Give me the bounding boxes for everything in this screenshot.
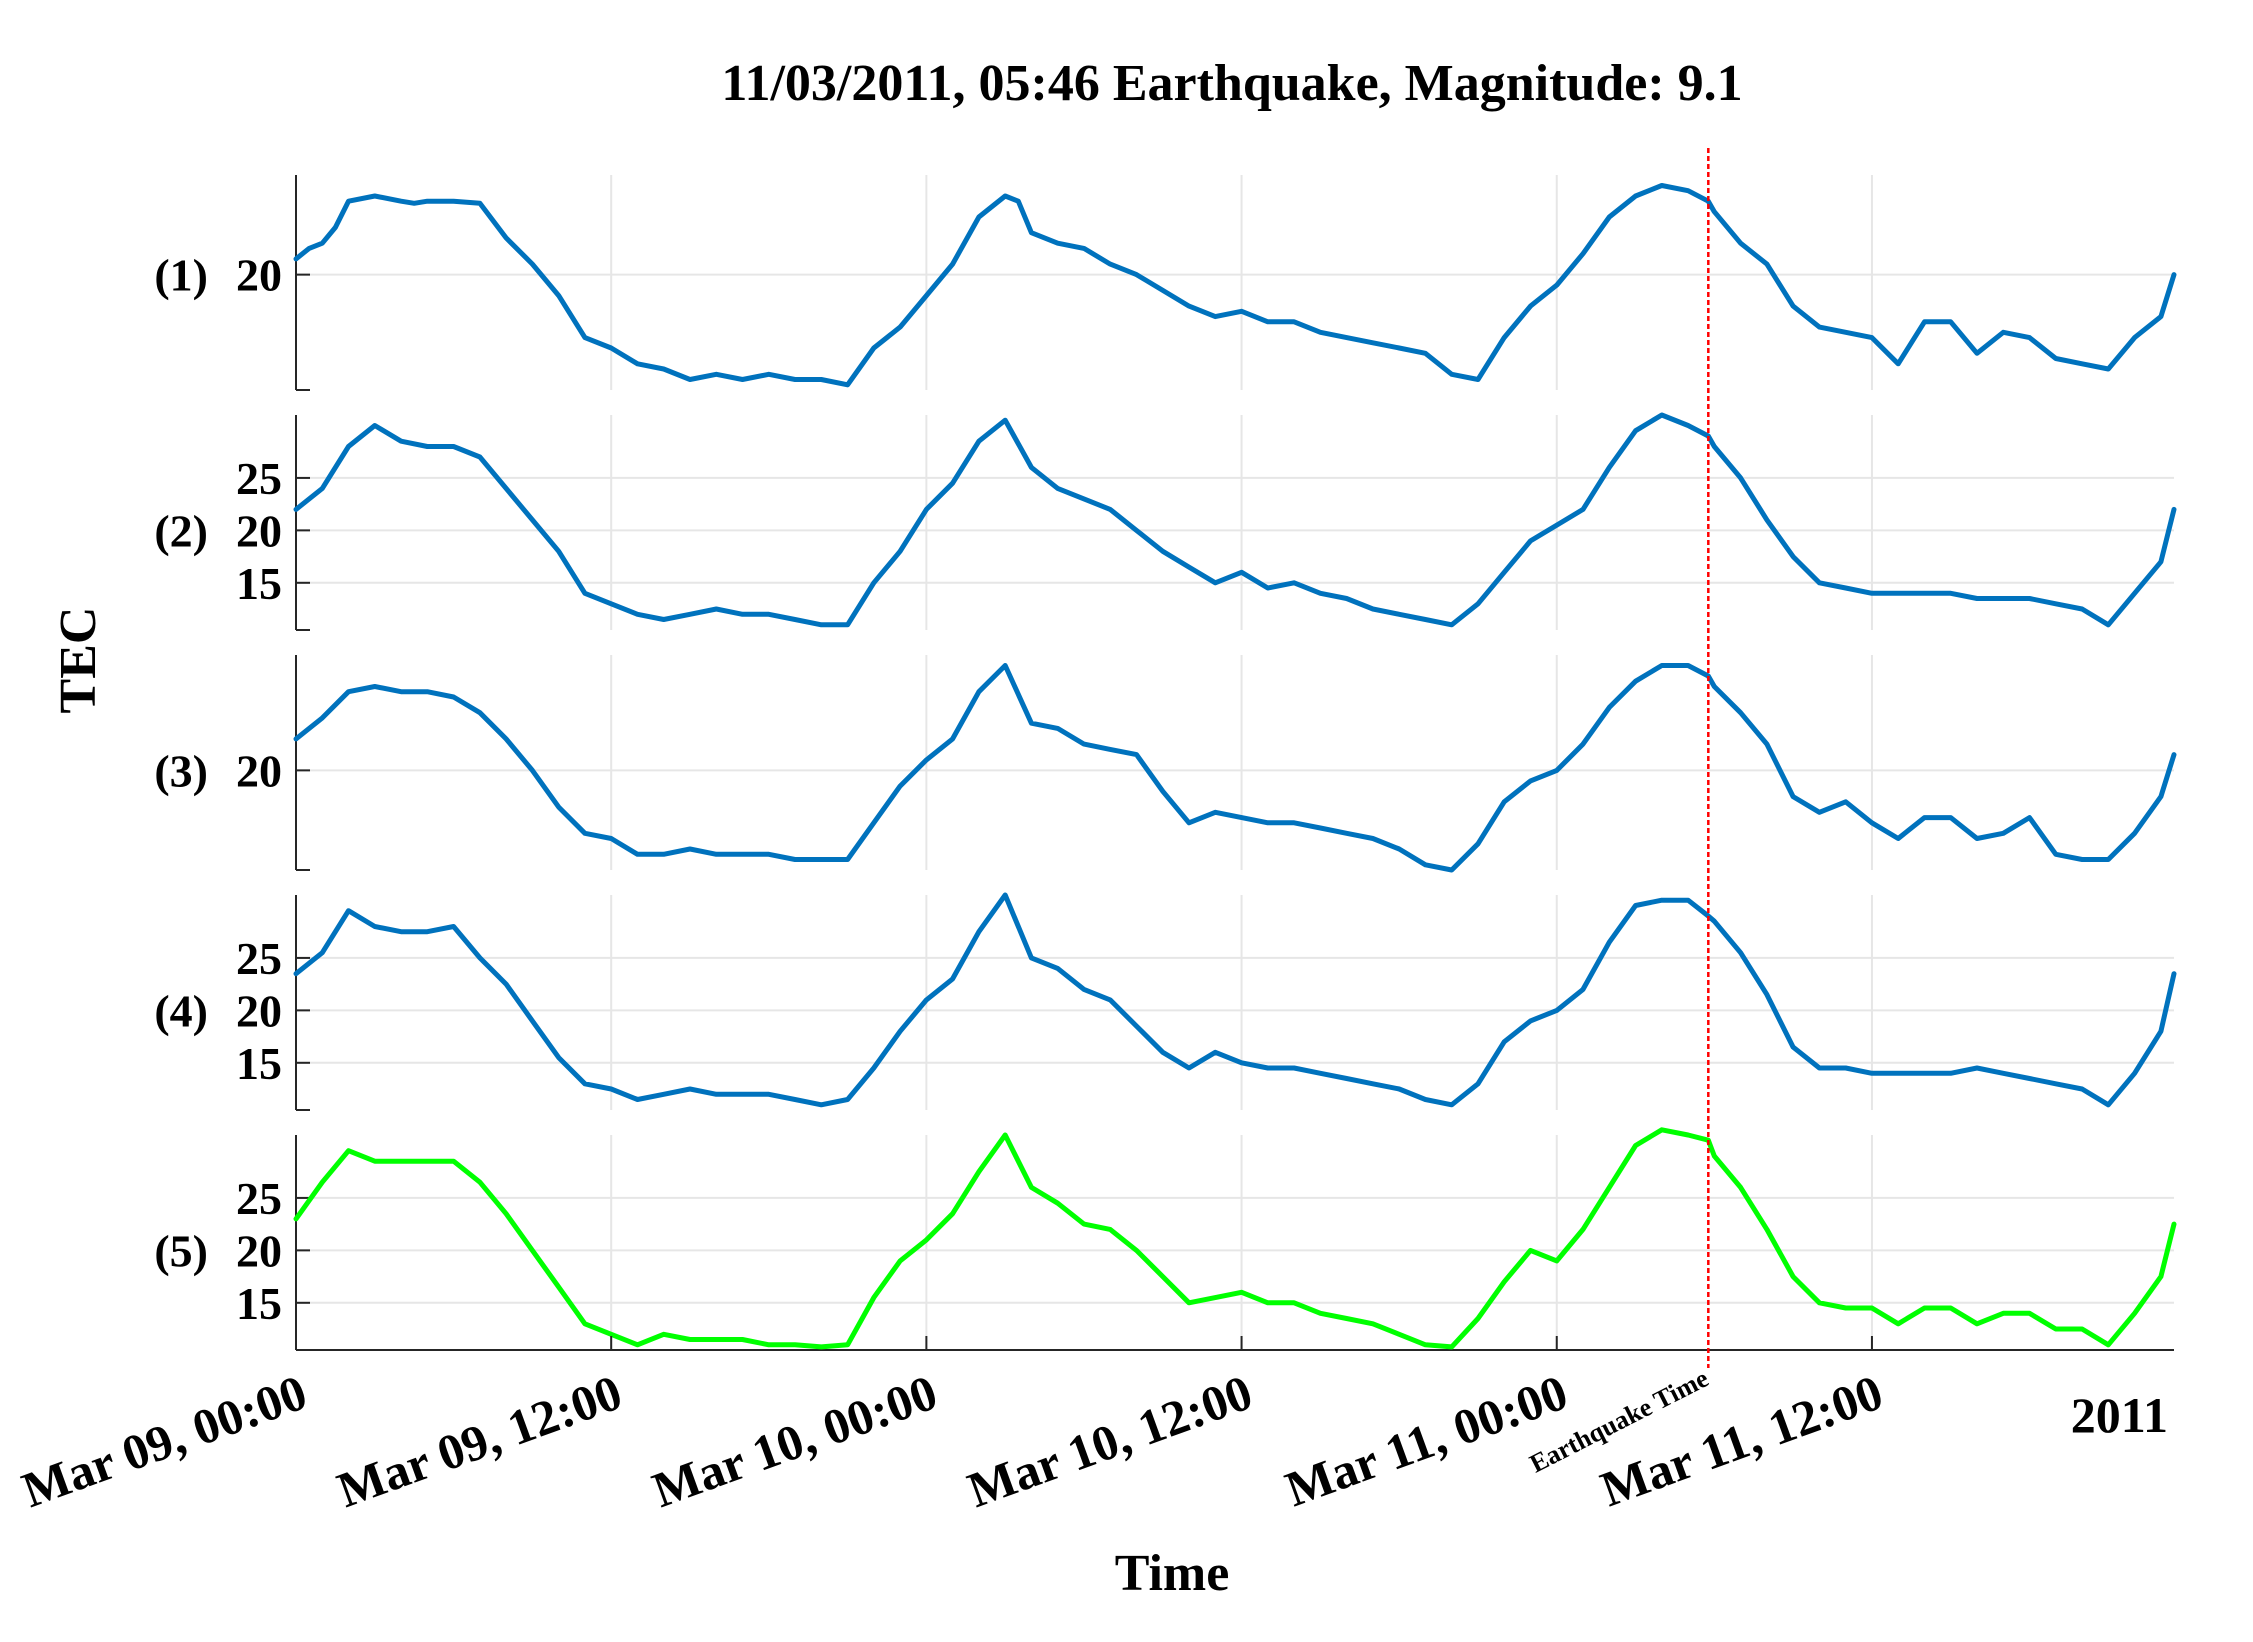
x-tick-label-2: Mar 10, 00:00 (645, 1364, 944, 1518)
panel-4-ytick-label-20: 20 (236, 985, 282, 1036)
panel-1: 20 (1) (154, 175, 2177, 391)
y-axis-label: TEC (50, 607, 107, 714)
panel-1-ytick-label-20: 20 (236, 250, 282, 301)
series-line-2 (293, 412, 2177, 628)
x-tick-label-4: Mar 11, 00:00 (1278, 1364, 1574, 1517)
panel-2-ytick-label-15: 15 (236, 558, 282, 609)
panel-2-ytick-label-20: 20 (236, 505, 282, 556)
panel-5-ytick-label-25: 25 (236, 1173, 282, 1224)
panel-2-name: (2) (154, 505, 208, 556)
earthquake-layer: Earthquake Time (1525, 148, 1713, 1478)
panel-3: 20 (3) (154, 655, 2177, 873)
x-tick-label-5: Mar 11, 12:00 (1593, 1364, 1889, 1517)
panel-5-ytick-label-20: 20 (236, 1225, 282, 1276)
panel-5-name: (5) (154, 1225, 208, 1276)
x-tick-label-1: Mar 09, 12:00 (330, 1364, 629, 1518)
series-line-3 (293, 663, 2177, 873)
panel-4-name: (4) (154, 985, 208, 1036)
panel-3-name: (3) (154, 745, 208, 796)
panel-4-ytick-label-25: 25 (236, 933, 282, 984)
chart-title: 11/03/2011, 05:46 Earthquake, Magnitude:… (721, 55, 1742, 112)
panel-1-name: (1) (154, 250, 208, 301)
year-label: 2011 (2071, 1387, 2168, 1443)
x-tick-label-3: Mar 10, 12:00 (960, 1364, 1259, 1518)
series-line-5 (293, 1127, 2177, 1350)
series-line-1 (293, 183, 2177, 388)
panel-5-ytick-label-15: 15 (236, 1278, 282, 1329)
x-tick-label-0: Mar 09, 00:00 (15, 1364, 314, 1518)
series-line-4 (293, 892, 2177, 1108)
panel-4-ytick-label-15: 15 (236, 1038, 282, 1089)
panel-2-ytick-label-25: 25 (236, 453, 282, 504)
panel-3-ytick-label-20: 20 (236, 745, 282, 796)
x-axis-label: Time (1115, 1545, 1230, 1602)
